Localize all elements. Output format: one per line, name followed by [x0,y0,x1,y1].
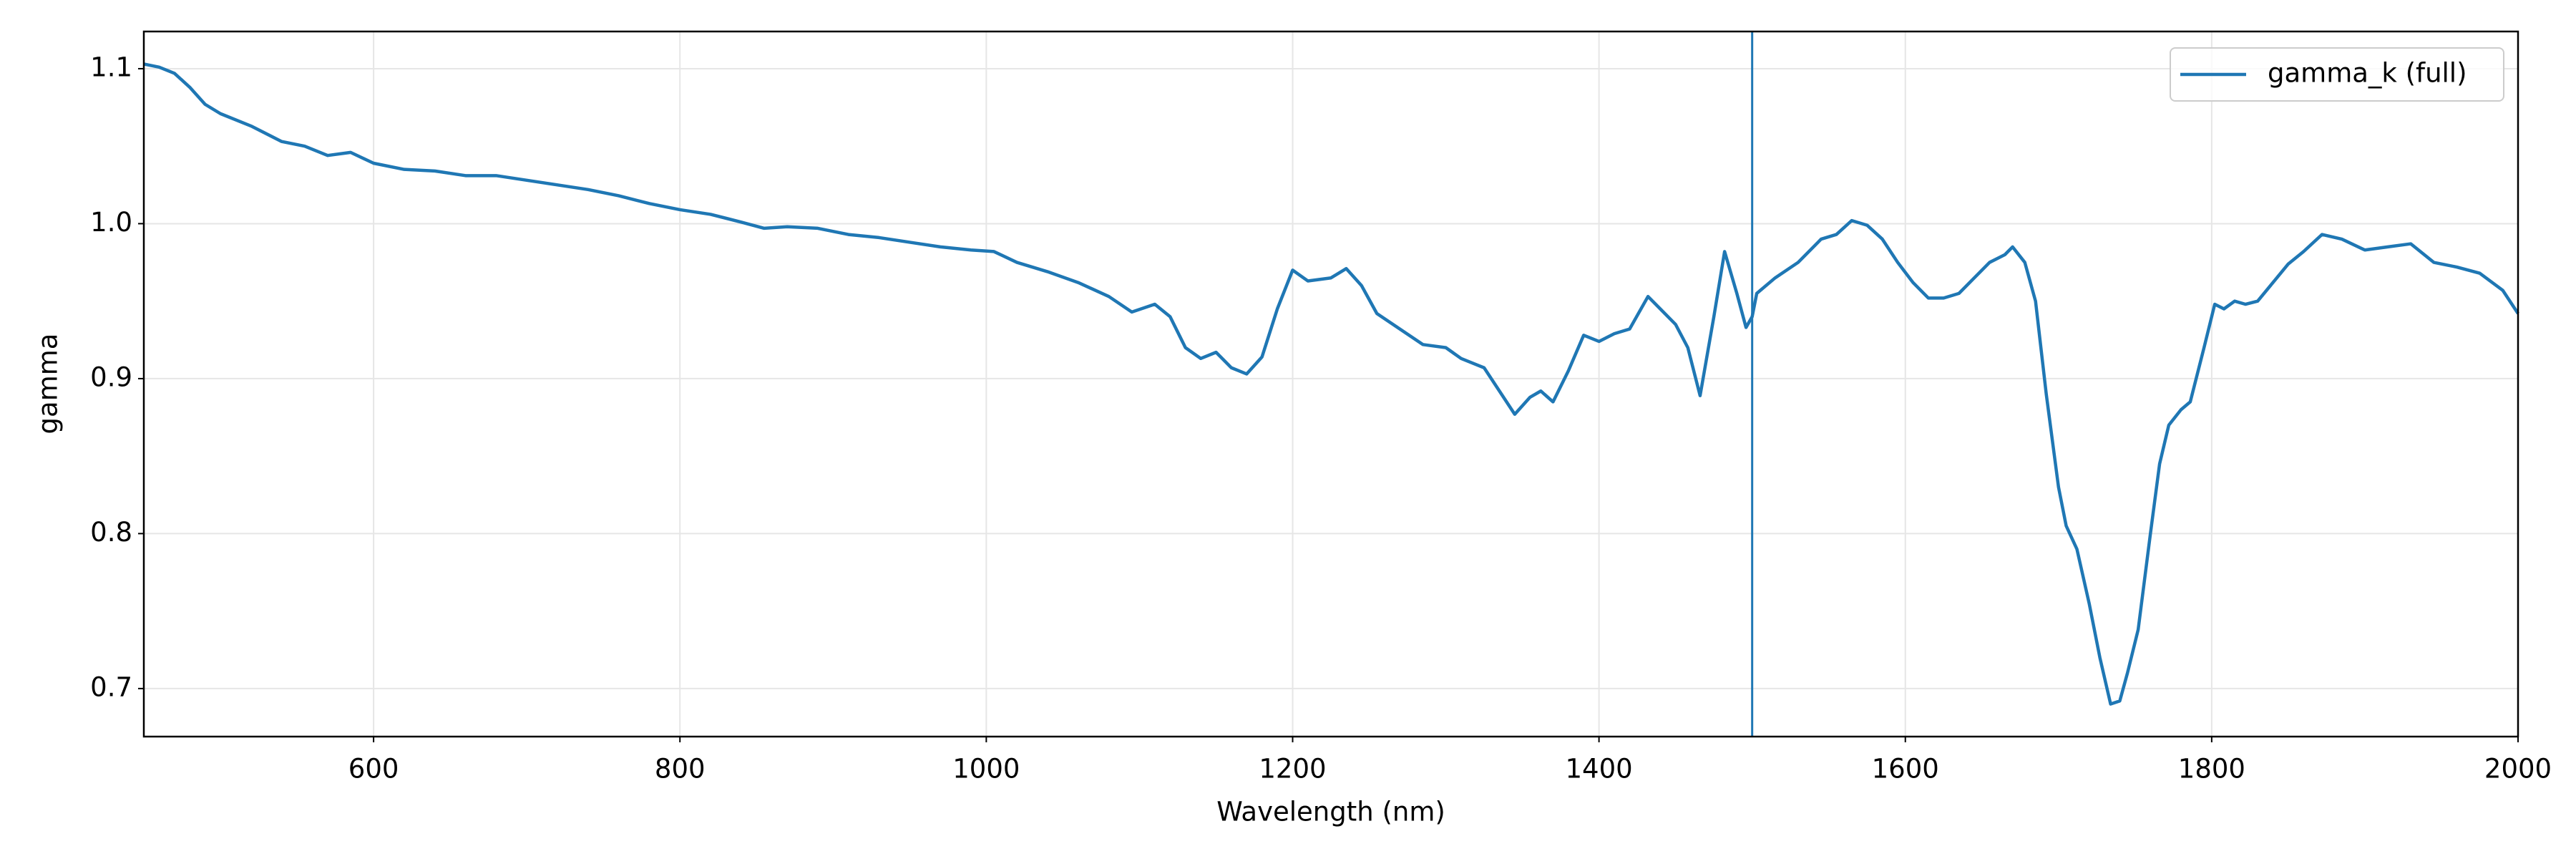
x-tick-label: 1200 [1259,754,1326,785]
x-tick-label: 2000 [2484,754,2552,785]
x-axis-label: Wavelength (nm) [1216,797,1445,828]
legend-box [2170,47,2504,102]
y-tick-label: 1.0 [90,207,132,238]
y-tick-label: 0.8 [90,517,132,548]
legend-label: gamma_k (full) [2268,58,2467,89]
y-axis-label: gamma [33,334,64,435]
y-tick-label: 0.9 [90,361,132,392]
y-tick-label: 1.1 [90,52,132,82]
x-tick-label: 600 [348,754,399,785]
x-tick-label: 800 [655,754,706,785]
x-tick-label: 1000 [952,754,1020,785]
axes-frame [142,30,2519,738]
x-tick-label: 1400 [1566,754,1633,785]
x-tick-label: 1800 [2178,754,2245,785]
data-line [143,62,2519,706]
y-tick-label: 0.7 [90,671,132,702]
x-tick-label: 1600 [1872,754,1939,785]
